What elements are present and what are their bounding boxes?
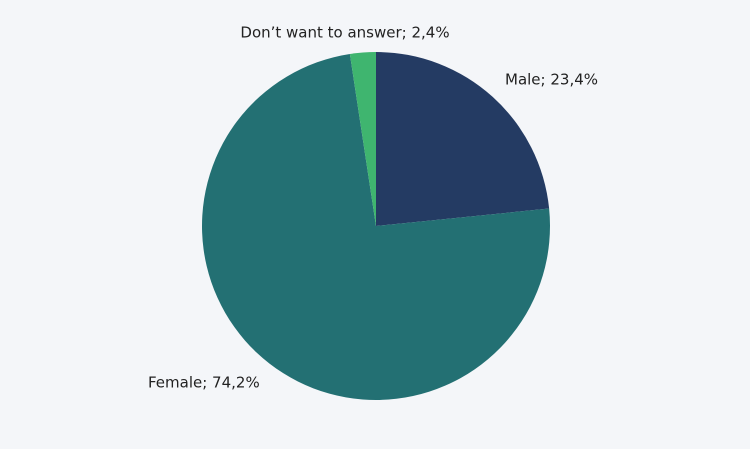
- pie-slice: [201, 53, 550, 400]
- slice-label: Don’t want to answer; 2,4%: [240, 24, 449, 42]
- pie-slice: [349, 52, 376, 226]
- pie-slice: [376, 52, 550, 226]
- slice-label: Male; 23,4%: [505, 71, 598, 89]
- slice-label: Female; 74,2%: [148, 374, 260, 392]
